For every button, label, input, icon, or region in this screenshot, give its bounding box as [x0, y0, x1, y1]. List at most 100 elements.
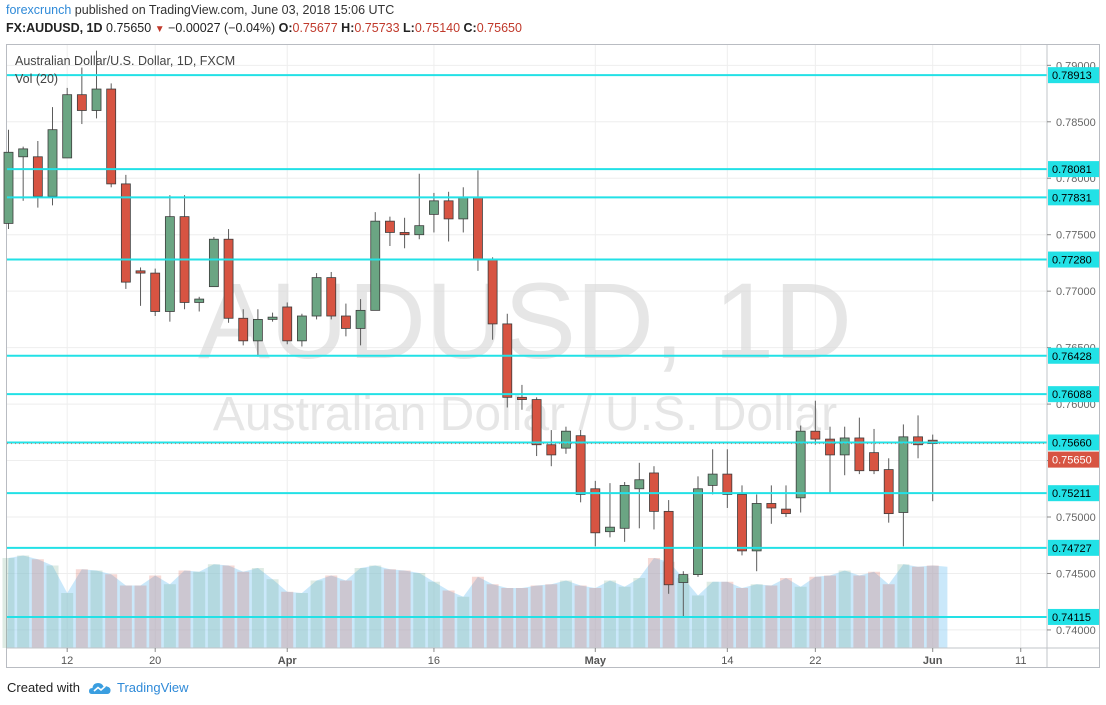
high-value: 0.75733	[354, 21, 400, 35]
volume-bar	[281, 591, 294, 648]
candle-down	[76, 94, 87, 111]
candle-down	[399, 232, 410, 236]
watermark-symbol: AUDUSD, 1D	[198, 260, 852, 381]
volume-bar	[383, 569, 396, 648]
level-price-tag	[1048, 251, 1099, 268]
candle-down	[32, 156, 43, 197]
volume-bar	[266, 579, 279, 648]
level-price-tag	[1048, 347, 1099, 364]
volume-bar	[325, 575, 338, 648]
volume-bar	[809, 576, 822, 648]
chart-header: forexcrunch published on TradingView.com…	[0, 0, 1106, 42]
volume-bar	[897, 564, 910, 648]
open-label: O:	[278, 21, 293, 35]
candle-down	[326, 277, 337, 317]
level-price-tag	[1048, 485, 1099, 502]
candle-down	[883, 469, 894, 515]
volume-bar	[31, 559, 44, 648]
candle-up	[707, 473, 718, 486]
candle-up	[267, 316, 278, 320]
candle-up	[208, 238, 219, 288]
volume-bar	[75, 569, 88, 648]
candle-down	[120, 183, 131, 283]
level-price-label: 0.77831	[1052, 192, 1092, 204]
candle-up	[18, 148, 29, 158]
volume-bar	[2, 558, 15, 648]
volume-bar	[149, 575, 162, 648]
chart-frame[interactable]	[6, 44, 1100, 668]
candle-up	[194, 298, 205, 303]
volume-bar	[457, 596, 470, 648]
volume-bar	[559, 580, 572, 648]
last-price-label: 0.75650	[1052, 455, 1092, 467]
candle-down	[150, 272, 161, 312]
time-tick-label: 11	[1015, 655, 1026, 667]
candle-down	[546, 444, 557, 456]
candle-down	[825, 438, 835, 456]
candle-down	[473, 197, 483, 260]
level-price-tag	[1048, 189, 1099, 206]
candle-up	[311, 277, 322, 317]
candle-down	[531, 399, 542, 446]
close-label: C:	[463, 21, 477, 35]
level-price-tag	[1048, 67, 1099, 84]
candle-down	[135, 270, 146, 274]
volume-bar	[633, 578, 646, 648]
candle-up	[164, 216, 175, 312]
candle-down	[722, 473, 733, 495]
level-price-label: 0.74115	[1052, 612, 1091, 624]
candle-down	[385, 220, 395, 233]
candle-up	[3, 151, 14, 224]
change-value: −0.00027 (−0.04%)	[168, 21, 276, 35]
time-tick-label: 22	[809, 655, 821, 667]
candle-down	[766, 503, 777, 509]
price-tick-label: 0.75000	[1056, 512, 1096, 524]
tradingview-brand-link[interactable]: TradingView	[117, 680, 189, 695]
candle-up	[414, 225, 425, 236]
level-price-tag	[1048, 539, 1099, 556]
time-tick-label: 12	[61, 655, 73, 667]
created-with-label: Created with	[7, 680, 80, 695]
symbol-label: FX:AUDUSD, 1D	[6, 21, 103, 35]
level-price-label: 0.74727	[1052, 543, 1092, 555]
volume-bar	[61, 593, 74, 648]
legend-title: Australian Dollar/U.S. Dollar, 1D, FXCM	[15, 54, 235, 68]
volume-bar	[838, 570, 851, 648]
candle-down	[502, 323, 513, 398]
candle-down	[282, 306, 293, 342]
volume-bar	[46, 565, 59, 648]
tradingview-cloud-icon	[89, 683, 111, 694]
candle-down	[781, 508, 791, 515]
volume-bar	[515, 588, 528, 648]
candle-down	[737, 494, 747, 552]
level-price-tag	[1048, 434, 1099, 451]
volume-bar	[442, 590, 455, 648]
candle-down	[854, 437, 865, 472]
candle-up	[751, 503, 762, 552]
candle-down	[106, 88, 117, 185]
volume-bar	[17, 555, 30, 648]
candle-down	[443, 200, 454, 220]
level-price-label: 0.75660	[1052, 437, 1092, 449]
candle-up	[355, 309, 366, 329]
candle-up	[91, 88, 102, 111]
candle-up	[47, 129, 58, 197]
price-tick-label: 0.77500	[1056, 230, 1096, 242]
candle-up	[429, 200, 439, 215]
candle-up	[605, 526, 615, 533]
level-price-label: 0.78913	[1052, 70, 1092, 82]
volume-bar	[398, 570, 411, 648]
author-link[interactable]: forexcrunch	[6, 3, 72, 17]
volume-bar	[339, 580, 352, 648]
volume-bar	[868, 571, 881, 648]
price-chart[interactable]: AUDUSD, 1D Australian Dollar / U.S. Dolla…	[0, 0, 1106, 676]
watermark-name: Australian Dollar / U.S. Dollar	[213, 388, 837, 441]
low-label: L:	[403, 21, 415, 35]
published-text: published on TradingView.com, June 03, 2…	[74, 3, 395, 17]
level-price-label: 0.76428	[1052, 351, 1092, 363]
volume-bar	[193, 571, 206, 648]
volume-bar	[736, 588, 748, 648]
candle-up	[370, 220, 381, 311]
candle-up	[619, 484, 630, 529]
time-tick-label: Apr	[278, 655, 298, 667]
